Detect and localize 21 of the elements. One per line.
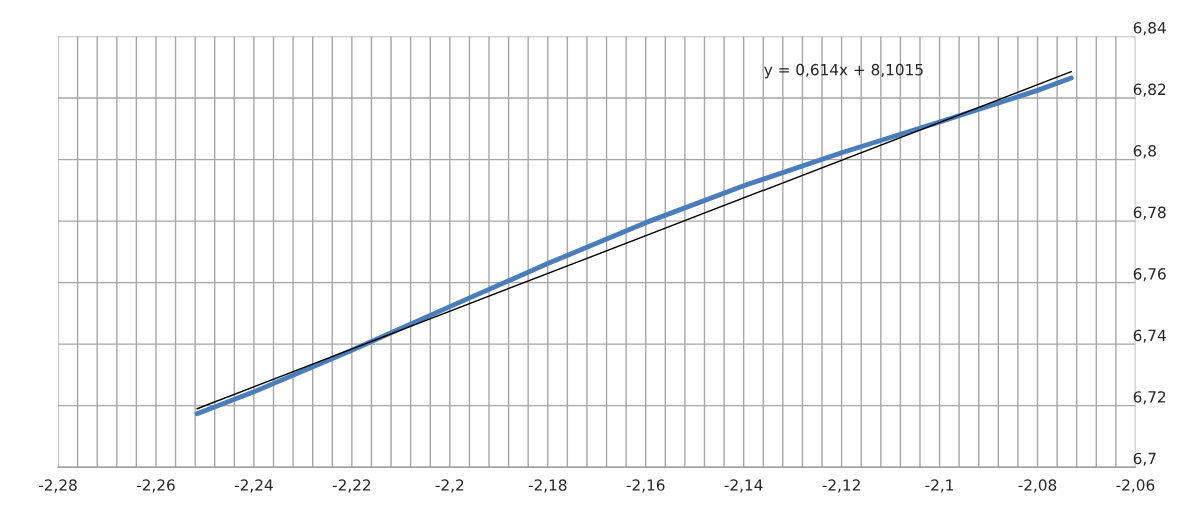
x-tick-label: -2,1 xyxy=(925,479,954,493)
x-tick-label: -2,14 xyxy=(724,479,763,493)
x-tick-label: -2,24 xyxy=(234,479,273,493)
y-tick-label: 6,72 xyxy=(1133,391,1166,405)
y-tick-label: 6,7 xyxy=(1133,452,1156,466)
y-tick-label: 6,8 xyxy=(1133,145,1156,159)
y-tick-label: 6,82 xyxy=(1133,83,1166,97)
x-tick-label: -2,16 xyxy=(626,479,665,493)
x-tick-label: -2,06 xyxy=(1116,479,1155,493)
x-tick-label: -2,2 xyxy=(435,479,464,493)
y-tick-label: 6,76 xyxy=(1133,268,1166,282)
x-tick-label: -2,08 xyxy=(1018,479,1057,493)
y-tick-label: 6,78 xyxy=(1133,206,1166,220)
annotation: y = 0,614x + 8,1015 xyxy=(764,63,923,79)
x-tick-label: -2,22 xyxy=(332,479,371,493)
x-tick-label: -2,26 xyxy=(136,479,175,493)
x-tick-label: -2,18 xyxy=(528,479,567,493)
x-tick-label: -2,28 xyxy=(39,479,77,493)
y-tick-label: 6,84 xyxy=(1133,22,1166,36)
x-tick-label: -2,12 xyxy=(822,479,860,493)
y-tick-label: 6,74 xyxy=(1133,329,1166,343)
